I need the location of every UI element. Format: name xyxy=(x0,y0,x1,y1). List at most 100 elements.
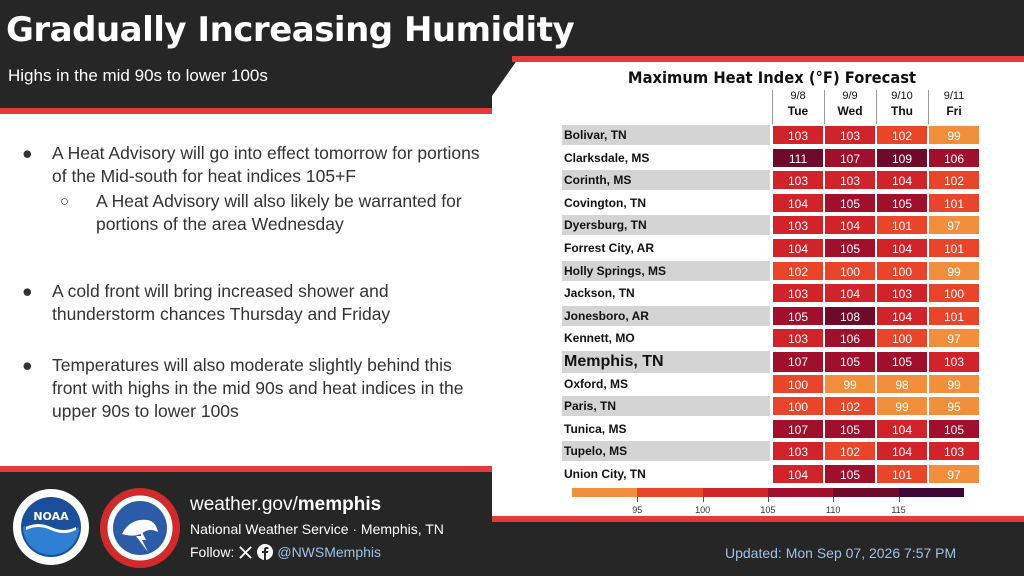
heat-index-cell: 103 xyxy=(928,351,980,373)
city-name: Tunica, MS xyxy=(562,418,770,439)
heat-index-cell: 100 xyxy=(876,260,928,281)
bullet-dot-icon: ● xyxy=(22,281,33,301)
heat-index-cell: 98 xyxy=(876,373,928,394)
bullet-dot-icon: ● xyxy=(22,143,33,163)
heat-index-cell: 104 xyxy=(876,305,928,326)
heat-index-cell: 97 xyxy=(928,464,980,484)
follow-label: Follow: xyxy=(190,544,235,560)
city-name: Oxford, MS xyxy=(562,373,770,394)
heat-index-cell: 105 xyxy=(824,464,876,484)
heat-index-cell: 97 xyxy=(928,328,980,349)
day-header: 9/11 Fri xyxy=(928,90,980,118)
day-weekday: Fri xyxy=(946,104,962,118)
heat-index-cell: 104 xyxy=(772,238,824,258)
heat-index-cell: 103 xyxy=(824,125,876,145)
website-link[interactable]: weather.gov/memphis xyxy=(190,494,381,516)
city-name: Jackson, TN xyxy=(562,283,770,304)
nws-logo xyxy=(100,488,180,568)
heat-index-cell: 100 xyxy=(772,373,824,394)
heat-index-cell: 109 xyxy=(876,147,928,168)
heat-index-cell: 104 xyxy=(824,215,876,236)
legend-tick-label: 95 xyxy=(632,505,643,515)
heat-index-cell: 101 xyxy=(928,192,980,213)
heat-index-cell: 104 xyxy=(876,441,928,462)
page-title: Gradually Increasing Humidity xyxy=(6,10,575,50)
heat-index-cell: 103 xyxy=(772,125,824,145)
facebook-icon[interactable] xyxy=(257,544,274,560)
legend-swatch xyxy=(833,488,899,497)
heat-index-cell: 105 xyxy=(876,351,928,373)
heat-index-cell: 104 xyxy=(876,238,928,258)
city-name: Memphis, TN xyxy=(562,351,770,373)
sub-bullet-text: A Heat Advisory will also likely be warr… xyxy=(96,191,462,234)
social-handle-link[interactable]: @NWSMemphis xyxy=(277,544,382,560)
heat-index-cell: 101 xyxy=(876,464,928,484)
day-header: 9/10 Thu xyxy=(876,90,928,118)
noaa-logo: NOAA xyxy=(13,489,89,565)
city-name: Clarksdale, MS xyxy=(562,147,770,168)
header-divider xyxy=(928,90,929,124)
table-row: Forrest City, AR 104 105 104 101 xyxy=(562,238,982,258)
header-divider xyxy=(824,90,825,124)
table-row: Jackson, TN 103 104 103 100 xyxy=(562,283,982,304)
divider xyxy=(0,466,492,472)
city-name: Paris, TN xyxy=(562,396,770,417)
heat-index-cell: 100 xyxy=(928,283,980,304)
table-row: Tunica, MS 107 105 104 105 xyxy=(562,418,982,439)
heat-index-cell: 101 xyxy=(928,305,980,326)
heat-index-cell: 105 xyxy=(824,351,876,373)
heat-index-cell: 104 xyxy=(876,170,928,191)
divider xyxy=(512,56,1024,62)
table-title: Maximum Heat Index (°F) Forecast xyxy=(627,68,917,87)
social-follow: Follow: @NWSMemphis xyxy=(190,544,381,560)
legend-tick-label: 100 xyxy=(695,505,711,515)
city-name: Bolivar, TN xyxy=(562,125,770,145)
legend-tick-mark xyxy=(767,497,769,502)
bullet-text: A cold front will bring increased shower… xyxy=(52,281,391,324)
divider xyxy=(492,516,1024,522)
heat-index-cell: 108 xyxy=(824,305,876,326)
legend-tick-mark xyxy=(637,497,639,502)
table-row: Dyersburg, TN 103 104 101 97 xyxy=(562,215,982,236)
city-name: Covington, TN xyxy=(562,192,770,213)
bullet-item: ● Temperatures will also moderate slight… xyxy=(22,354,482,423)
day-weekday: Wed xyxy=(837,104,863,118)
bullet-text: Temperatures will also moderate slightly… xyxy=(52,355,464,421)
table-row: Clarksdale, MS 111 107 109 106 xyxy=(562,147,982,168)
heat-index-cell: 107 xyxy=(824,147,876,168)
heat-index-cell: 102 xyxy=(824,396,876,417)
heat-index-cell: 100 xyxy=(824,260,876,281)
heat-index-cell: 104 xyxy=(772,192,824,213)
table-row: Holly Springs, MS 102 100 100 99 xyxy=(562,260,982,281)
heat-index-cell: 102 xyxy=(772,260,824,281)
table-row: Paris, TN 100 102 99 95 xyxy=(562,396,982,417)
heat-index-cell: 103 xyxy=(772,170,824,191)
table-row: Union City, TN 104 105 101 97 xyxy=(562,464,982,484)
legend-tick-label: 115 xyxy=(891,505,906,515)
bullet-item: ● A Heat Advisory will go into effect to… xyxy=(22,142,482,236)
heat-index-cell: 107 xyxy=(772,418,824,439)
x-icon[interactable] xyxy=(238,545,253,560)
city-name: Forrest City, AR xyxy=(562,238,770,258)
legend-swatch xyxy=(637,488,704,497)
heat-index-cell: 105 xyxy=(876,192,928,213)
table-row: Memphis, TN 107 105 105 103 xyxy=(562,351,982,375)
city-name: Jonesboro, AR xyxy=(562,305,770,326)
website-prefix: weather.gov/ xyxy=(190,494,298,515)
heat-index-cell: 111 xyxy=(772,147,824,168)
heat-index-cell: 99 xyxy=(928,125,980,145)
divider xyxy=(0,108,492,114)
heat-index-cell: 104 xyxy=(772,464,824,484)
legend-swatch xyxy=(767,488,834,497)
day-header: 9/8 Tue xyxy=(772,90,824,118)
heat-index-cell: 106 xyxy=(824,328,876,349)
heat-index-cell: 100 xyxy=(876,328,928,349)
heat-index-cell: 102 xyxy=(824,441,876,462)
city-name: Kennett, MO xyxy=(562,328,770,349)
header-divider xyxy=(876,90,877,124)
heat-index-cell: 105 xyxy=(772,305,824,326)
heat-index-cell: 104 xyxy=(824,283,876,304)
heat-index-cell: 106 xyxy=(928,147,980,168)
page-subtitle: Highs in the mid 90s to lower 100s xyxy=(8,66,268,85)
table-row: Covington, TN 104 105 105 101 xyxy=(562,192,982,213)
